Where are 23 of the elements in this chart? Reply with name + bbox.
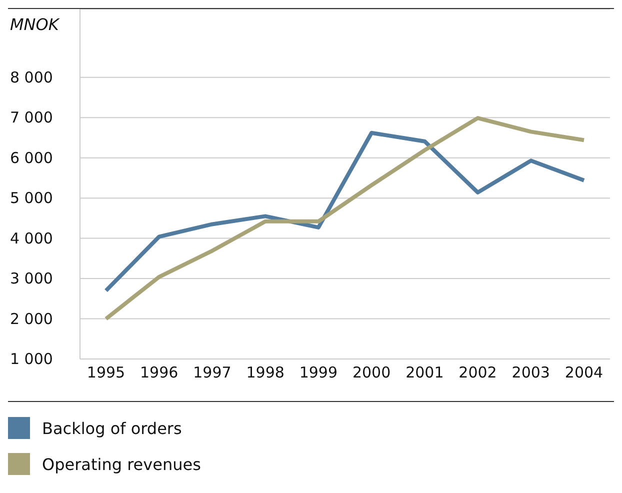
x-tick-label: 2000 — [352, 364, 391, 382]
x-tick-label: 2001 — [406, 364, 444, 382]
y-tick-label: 3 000 — [10, 270, 53, 288]
y-tick-label: 4 000 — [10, 229, 53, 248]
legend-label: Operating revenues — [42, 454, 201, 474]
legend-label: Backlog of orders — [42, 418, 182, 438]
y-tick-label: 8 000 — [10, 68, 53, 86]
y-axis-title: MNOK — [10, 15, 59, 34]
x-tick-label: 1999 — [299, 364, 338, 382]
x-tick-label: 2004 — [564, 364, 604, 382]
y-tick-label: 6 000 — [10, 148, 53, 167]
x-tick-label: 1996 — [140, 364, 178, 382]
x-tick-label: 1995 — [86, 364, 126, 382]
y-tick-label: 7 000 — [10, 108, 53, 127]
x-tick-label: 2002 — [458, 364, 497, 382]
line-series — [104, 130, 586, 293]
y-tick-label: 2 000 — [10, 310, 53, 328]
y-tick-label: 1 000 — [10, 350, 53, 368]
x-tick-label: 2003 — [512, 364, 550, 382]
x-tick-label: 1997 — [193, 364, 232, 382]
x-tick-label: 1998 — [246, 364, 284, 382]
y-tick-label: 5 000 — [10, 189, 53, 208]
line-series — [104, 116, 586, 321]
